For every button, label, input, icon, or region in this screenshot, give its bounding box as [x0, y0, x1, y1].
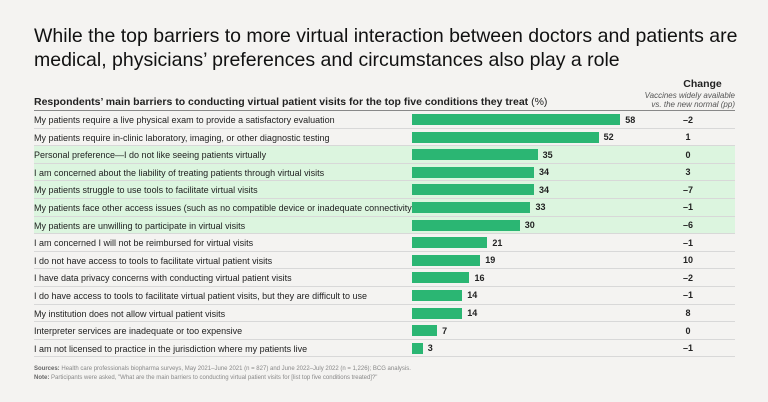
bar-value-label: 52: [603, 132, 614, 143]
bar-value-label: 34: [539, 167, 550, 178]
bar: [412, 131, 599, 143]
bar: [412, 342, 423, 354]
row-label: I am not licensed to practice in the jur…: [34, 343, 308, 354]
subtitle-unit: (%): [531, 96, 548, 108]
note-label: Note:: [34, 375, 50, 381]
bar-value-label: 7: [442, 325, 448, 336]
bar: [412, 237, 488, 249]
change-value: –1: [682, 290, 693, 301]
chart-row: My patients struggle to use tools to fac…: [34, 181, 735, 199]
change-subtitle-2: vs. the new normal (pp): [651, 100, 735, 109]
chart-row: I do not have access to tools to facilit…: [34, 252, 735, 270]
chart-row: My patients require in-clinic laboratory…: [34, 129, 735, 147]
row-label: I do not have access to tools to facilit…: [34, 255, 273, 266]
change-value: 0: [685, 149, 691, 160]
bar: [412, 289, 463, 301]
chart-row: My institution does not allow virtual pa…: [34, 305, 735, 323]
row-label: My patients struggle to use tools to fac…: [34, 185, 258, 196]
row-label: My patients face other access issues (su…: [34, 202, 415, 213]
bar-value-label: 34: [539, 184, 550, 195]
bar-value-label: 21: [492, 237, 503, 248]
chart-row: I do have access to tools to facilitate …: [34, 287, 735, 305]
bar: [412, 325, 438, 337]
change-value: –2: [682, 272, 693, 283]
sources-text: Health care professionals biopharma surv…: [61, 366, 411, 372]
bar-value-label: 35: [542, 149, 553, 160]
bar-value-label: 19: [485, 255, 496, 266]
bar: [412, 201, 531, 213]
bar-value-label: 3: [427, 343, 433, 354]
change-value: –1: [682, 202, 693, 213]
bar-value-label: 30: [524, 220, 535, 231]
chart-subtitle: Respondents’ main barriers to conducting…: [34, 96, 547, 108]
change-value: 1: [685, 132, 691, 143]
bar: [412, 254, 481, 266]
row-label: My patients require in-clinic laboratory…: [34, 132, 330, 143]
chart-row: Interpreter services are inadequate or t…: [34, 322, 735, 340]
bar-value-label: 33: [535, 202, 546, 213]
change-value: 3: [685, 167, 691, 178]
row-label: I do have access to tools to facilitate …: [34, 290, 368, 301]
change-value: 10: [682, 255, 693, 266]
row-label: My patients are unwilling to participate…: [34, 220, 246, 231]
row-label: I am concerned about the liability of tr…: [34, 167, 325, 178]
chart-row: My patients face other access issues (su…: [34, 198, 735, 217]
change-title: Change: [683, 78, 722, 90]
change-value: 0: [685, 325, 691, 336]
change-value: 8: [685, 308, 691, 319]
chart-row: I am concerned I will not be reimbursed …: [34, 234, 735, 252]
chart-title: While the top barriers to more virtual i…: [34, 25, 738, 71]
chart-row: Personal preference—I do not like seeing…: [34, 146, 735, 164]
header-rule: [34, 110, 735, 111]
row-label: Interpreter services are inadequate or t…: [34, 326, 243, 337]
bar-value-label: 58: [625, 114, 636, 125]
chart-row: I am concerned about the liability of tr…: [34, 163, 735, 182]
bar: [412, 184, 535, 196]
chart-row: I am not licensed to practice in the jur…: [34, 340, 735, 358]
note-text: Participants were asked, "What are the m…: [51, 375, 378, 381]
footer: Sources: Health care professionals bioph…: [34, 365, 411, 383]
bar-value-label: 14: [467, 308, 478, 319]
sources-label: Sources:: [34, 366, 60, 372]
bar: [412, 272, 470, 284]
change-value: –6: [682, 220, 693, 231]
change-column-header: Change Vaccines widely available vs. the…: [610, 78, 735, 109]
bar-value-label: 14: [467, 290, 478, 301]
chart-row: I have data privacy concerns with conduc…: [34, 269, 735, 287]
change-value: –1: [682, 237, 693, 248]
row-label: I have data privacy concerns with conduc…: [34, 273, 292, 284]
chart-rows: My patients require a live physical exam…: [34, 111, 735, 358]
bar: [412, 219, 520, 231]
bar-value-label: 16: [474, 272, 485, 283]
change-value: –2: [682, 114, 693, 125]
subtitle-text: Respondents’ main barriers to conducting…: [34, 96, 529, 108]
bar: [412, 166, 535, 178]
row-label: I am concerned I will not be reimbursed …: [34, 238, 254, 249]
row-label: My patients require a live physical exam…: [34, 115, 335, 125]
chart-row: My patients are unwilling to participate…: [34, 216, 735, 235]
bar: [412, 149, 538, 161]
row-label: My institution does not allow virtual pa…: [34, 308, 226, 319]
change-value: –7: [682, 184, 693, 195]
row-label: Personal preference—I do not like seeing…: [34, 150, 267, 161]
change-subtitle-1: Vaccines widely available: [644, 91, 735, 100]
bar: [412, 114, 621, 125]
chart-row: My patients require a live physical exam…: [34, 111, 735, 129]
bar: [412, 307, 463, 319]
change-value: –1: [682, 343, 693, 354]
